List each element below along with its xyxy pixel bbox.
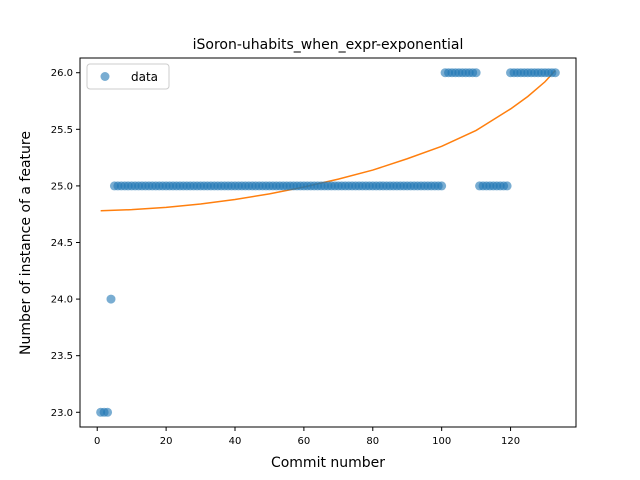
x-tick-label: 80 <box>366 436 379 447</box>
y-tick-label: 25.5 <box>51 125 73 136</box>
y-tick-label: 23.5 <box>51 351 73 362</box>
data-point <box>471 68 481 78</box>
y-axis-label: Number of instance of a feature <box>18 131 34 355</box>
y-tick-label: 26.0 <box>51 68 73 79</box>
legend-box <box>86 63 170 90</box>
y-tick-label: 25.0 <box>51 181 73 192</box>
data-point <box>550 68 560 78</box>
data-point <box>502 181 512 191</box>
x-axis-label: Commit number <box>271 455 385 471</box>
fit-layer <box>100 69 556 212</box>
data-point <box>106 294 116 304</box>
legend-label-data: data <box>131 70 158 84</box>
y-tick-label: 24.0 <box>51 295 73 306</box>
legend: data <box>86 63 170 90</box>
x-tick-label: 60 <box>298 436 311 447</box>
x-axis: 0 20 40 60 80 100 120 <box>94 427 520 447</box>
y-axis: 23.0 23.5 24.0 24.5 25.0 25.5 26.0 <box>51 68 80 419</box>
legend-marker-data <box>100 72 110 81</box>
x-tick-label: 0 <box>94 436 100 447</box>
data-point <box>437 181 447 191</box>
axes-frame <box>79 57 577 428</box>
x-tick-label: 20 <box>160 436 173 447</box>
points-layer <box>96 68 560 417</box>
x-tick-label: 120 <box>501 436 520 447</box>
data-point <box>103 407 113 417</box>
y-tick-label: 24.5 <box>51 238 73 249</box>
plot-area: 0 20 40 60 80 100 120 23.0 23.5 24.0 24.5 25.0 25.5… <box>51 57 577 447</box>
chart-title: iSoron-uhabits_when_expr-exponential <box>193 37 464 53</box>
fit-curve <box>100 69 556 212</box>
y-tick-label: 23.0 <box>51 408 73 419</box>
x-tick-label: 100 <box>432 436 451 447</box>
x-tick-label: 40 <box>229 436 242 447</box>
